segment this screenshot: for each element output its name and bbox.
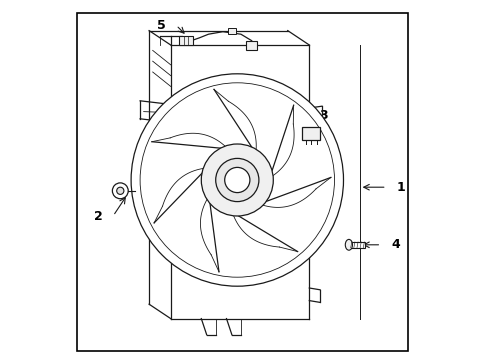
Text: 2: 2 <box>94 210 103 222</box>
Bar <box>348 242 365 248</box>
Circle shape <box>215 158 258 202</box>
Bar <box>228 28 235 34</box>
Circle shape <box>201 144 273 216</box>
Text: 3: 3 <box>319 109 327 122</box>
Bar <box>179 36 193 45</box>
Text: 4: 4 <box>390 238 399 251</box>
Circle shape <box>140 83 334 277</box>
Bar <box>246 41 257 50</box>
Ellipse shape <box>345 239 352 250</box>
Circle shape <box>224 167 249 193</box>
Text: 1: 1 <box>396 181 405 194</box>
Circle shape <box>117 187 123 194</box>
Text: 5: 5 <box>157 19 166 32</box>
Circle shape <box>112 183 128 199</box>
Circle shape <box>131 74 343 286</box>
Bar <box>302 127 320 140</box>
